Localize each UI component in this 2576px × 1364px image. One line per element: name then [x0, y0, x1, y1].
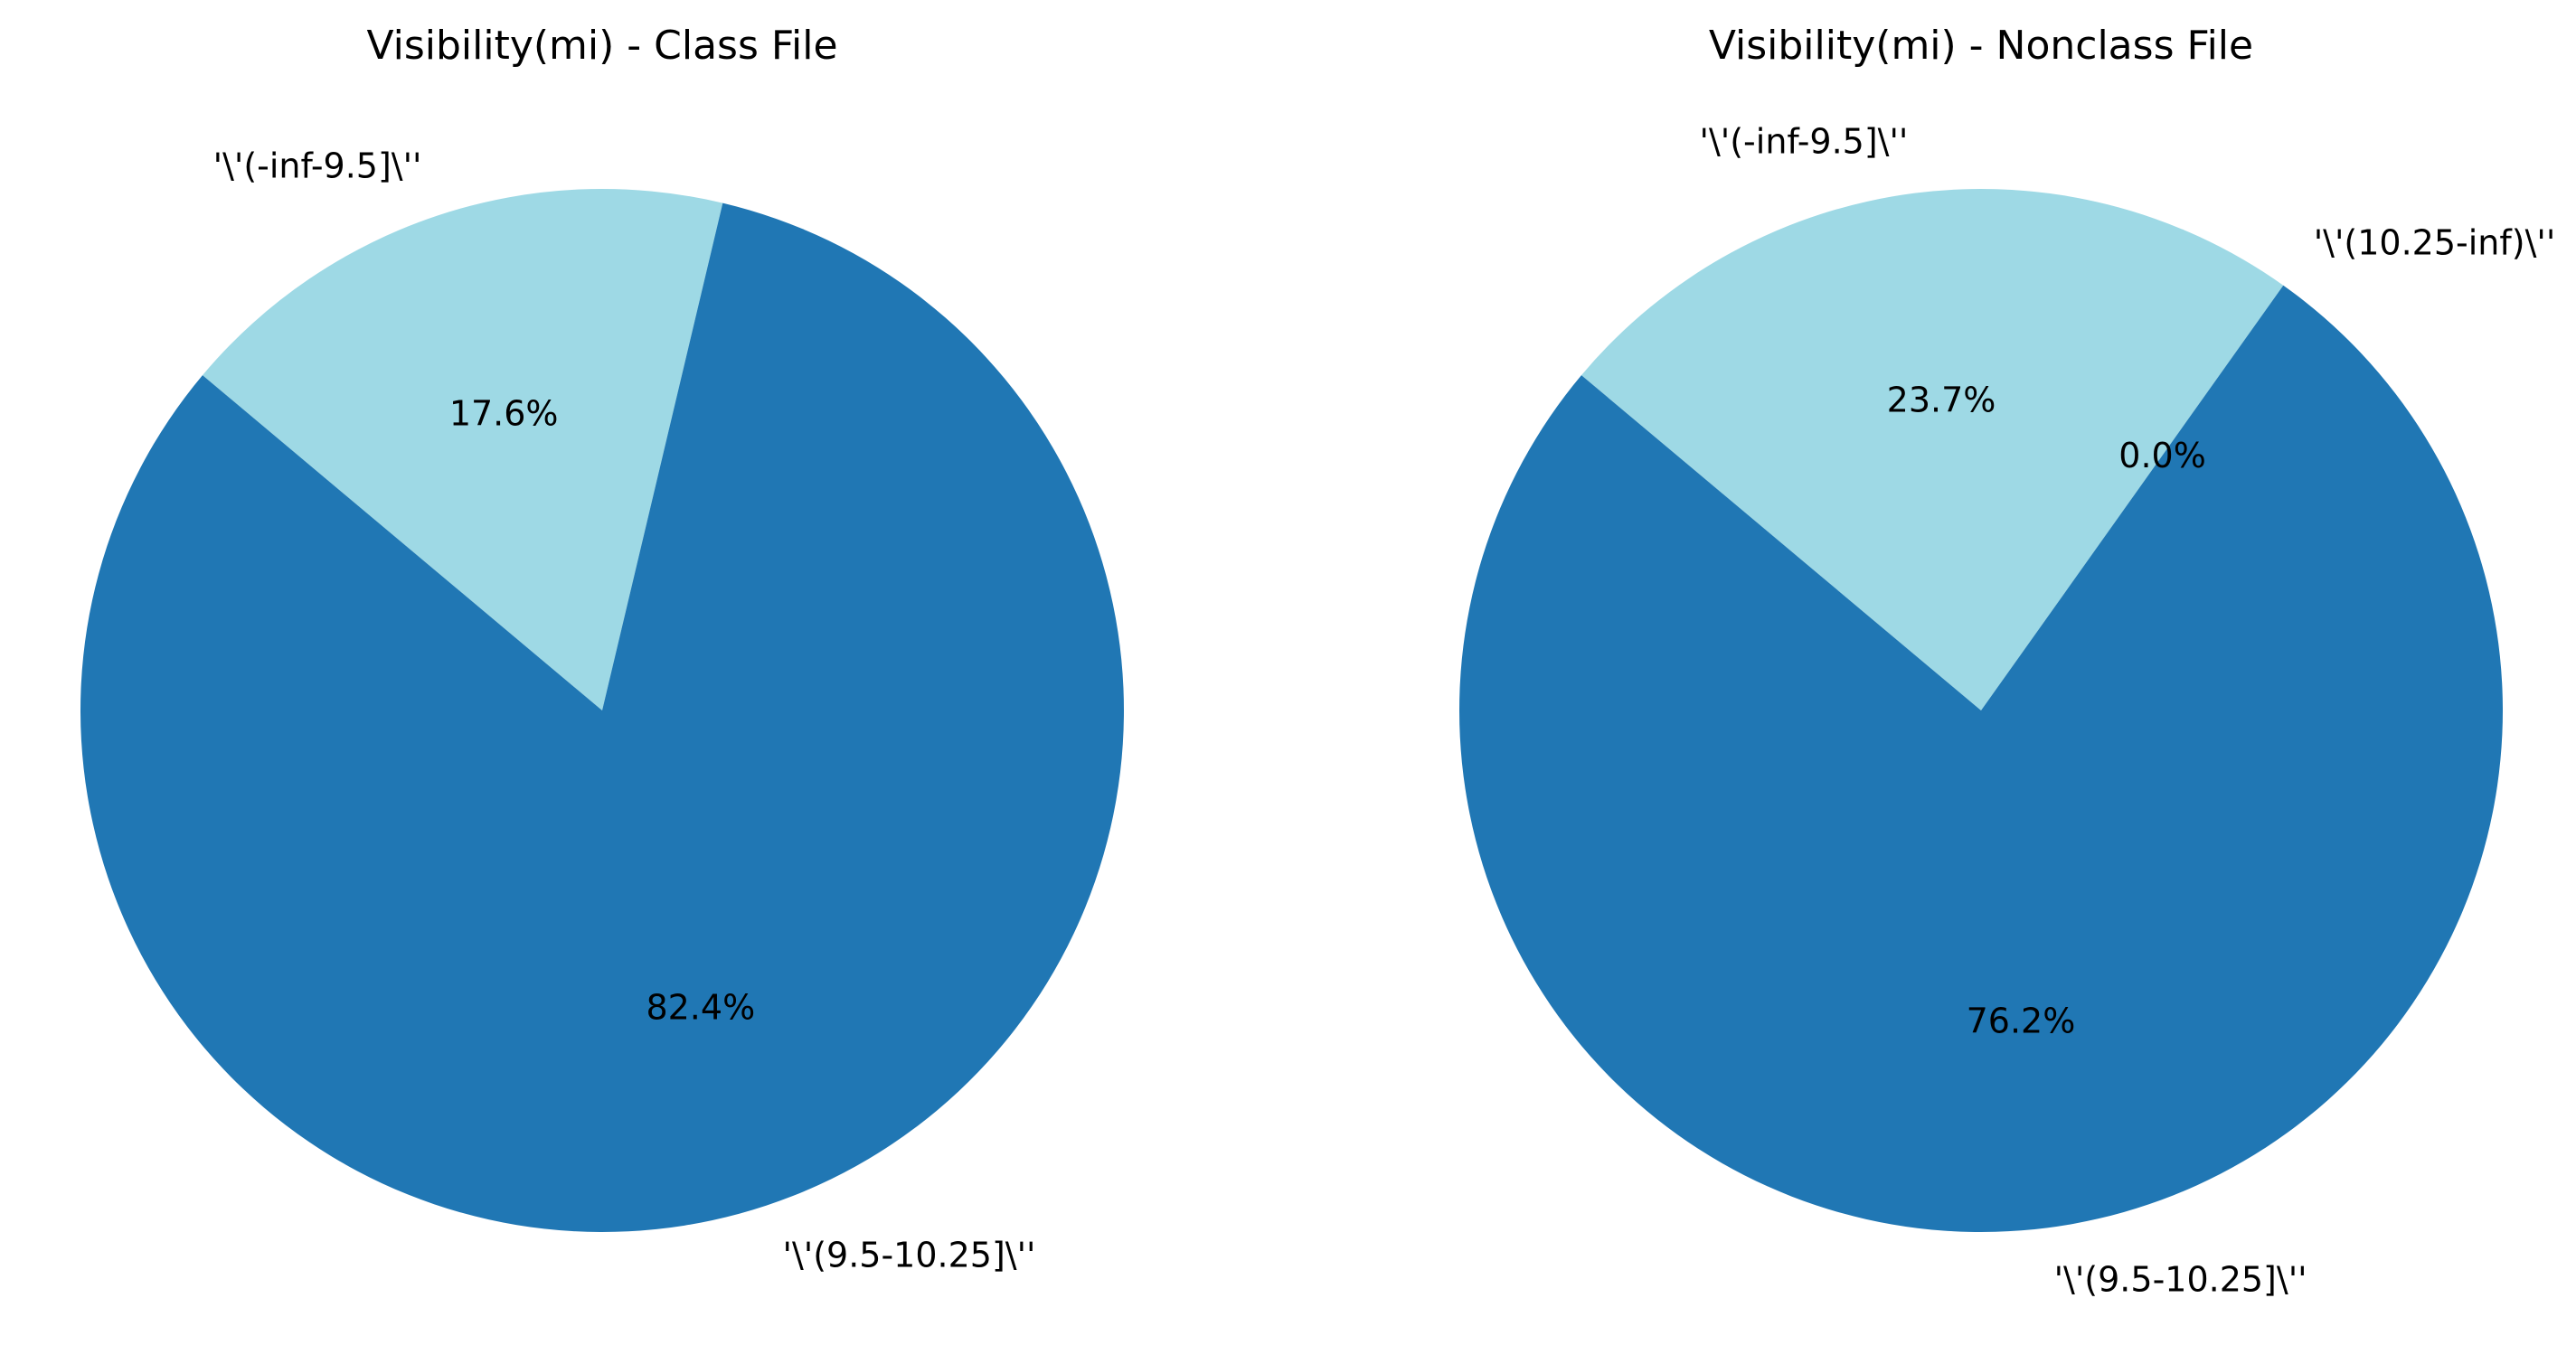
- pie-slices: [80, 189, 1124, 1232]
- pie-percent-label: 0.0%: [2118, 436, 2206, 475]
- pie-slices: [1458, 189, 2503, 1233]
- pie-slice: [202, 189, 723, 710]
- pie-category-label: '\'(-inf-9.5]\'': [213, 146, 422, 185]
- pie-category-label: '\'(9.5-10.25]\'': [2054, 1260, 2307, 1300]
- chart-title: Visibility(mi) - Nonclass File: [1709, 23, 2253, 69]
- pie-percent-label: 23.7%: [1887, 381, 1996, 420]
- pie-slice: [1581, 189, 2284, 710]
- pie-category-label: '\'(10.25-inf)\'': [2314, 223, 2556, 263]
- chart-title: Visibility(mi) - Class File: [366, 23, 837, 69]
- pie-chart-class-file: Visibility(mi) - Class File 17.6% '\'(-in…: [80, 23, 1124, 1275]
- pie-category-label: '\'(9.5-10.25]\'': [783, 1236, 1036, 1275]
- pie-labels: 17.6% '\'(-inf-9.5]\'' 82.4% '\'(9.5-10.25]…: [213, 146, 1036, 1275]
- pie-slice: [80, 202, 1124, 1232]
- pie-percent-label: 82.4%: [646, 988, 755, 1028]
- pie-chart-nonclass-file: Visibility(mi) - Nonclass File 23.7% '\'(…: [1458, 23, 2556, 1300]
- pie-percent-label: 76.2%: [1967, 1001, 2076, 1040]
- pie-slice: [1458, 285, 2503, 1233]
- pie-percent-label: 17.6%: [449, 393, 559, 433]
- pie-labels: 23.7% '\'(-inf-9.5]\'' 0.0% '\'(10.25-inf)\…: [1700, 121, 2556, 1299]
- pie-category-label: '\'(-inf-9.5]\'': [1700, 121, 1909, 161]
